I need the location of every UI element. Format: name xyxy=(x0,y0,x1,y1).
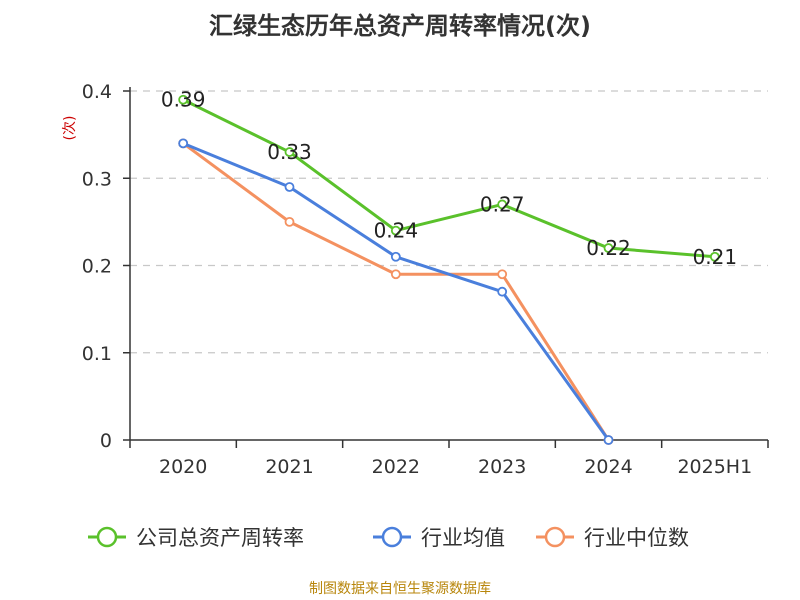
data-point xyxy=(603,435,614,445)
legend-item[interactable]: 行业中位数 xyxy=(536,526,689,550)
x-tick-label: 2023 xyxy=(478,456,526,478)
data-point xyxy=(284,147,295,157)
series-line xyxy=(182,141,610,441)
data-point xyxy=(390,225,401,236)
x-tick-labels: 2020 2021 2022 2023 2024 2025H1 xyxy=(159,456,752,478)
data-label: 0.39 xyxy=(161,88,206,112)
y-tick-label: 0 xyxy=(100,430,112,452)
source-note: 制图数据来自恒生聚源数据库 xyxy=(309,581,491,597)
data-point xyxy=(178,94,189,105)
legend[interactable]: 公司总资产周转率 行业均值 行业中位数 xyxy=(88,526,689,550)
data-point xyxy=(709,251,720,262)
legend-item[interactable]: 行业均值 xyxy=(373,526,505,550)
x-tick-label: 2022 xyxy=(372,456,420,478)
series-line xyxy=(182,98,715,259)
legend-label: 行业均值 xyxy=(421,526,505,550)
legend-item[interactable]: 公司总资产周转率 xyxy=(88,526,304,550)
data-point xyxy=(497,286,508,297)
data-point xyxy=(284,182,295,192)
series-lines xyxy=(178,94,720,445)
data-point xyxy=(178,138,189,149)
x-tick-label: 2024 xyxy=(584,456,632,478)
data-point xyxy=(284,216,295,227)
axes xyxy=(123,87,769,448)
y-tick-label: 0.1 xyxy=(82,343,112,365)
y-tick-label: 0.4 xyxy=(82,81,112,103)
data-point xyxy=(497,269,508,280)
data-label: 0.22 xyxy=(586,236,631,260)
data-point xyxy=(603,243,614,253)
data-labels: 0.39 0.33 0.24 0.27 0.22 0.21 xyxy=(161,88,737,269)
y-axis-label: (次) xyxy=(62,116,78,141)
series-line xyxy=(182,142,610,441)
data-point xyxy=(390,251,401,262)
x-tick-label: 2020 xyxy=(159,456,207,478)
grid-lines xyxy=(130,90,768,354)
legend-label: 行业中位数 xyxy=(584,526,689,550)
legend-marker xyxy=(381,526,403,548)
legend-marker xyxy=(544,526,566,548)
y-tick-labels: 0 0.1 0.2 0.3 0.4 xyxy=(82,81,112,452)
x-tick-label: 2021 xyxy=(265,456,313,478)
y-tick-label: 0.2 xyxy=(82,256,112,278)
legend-marker xyxy=(96,526,118,548)
chart-title: 汇绿生态历年总资产周转率情况(次) xyxy=(209,12,591,40)
legend-label: 公司总资产周转率 xyxy=(136,526,304,550)
data-point xyxy=(390,269,401,280)
data-label: 0.27 xyxy=(480,192,525,216)
x-tick-label: 2025H1 xyxy=(677,456,752,478)
data-label: 0.33 xyxy=(267,140,312,164)
data-label: 0.24 xyxy=(374,219,419,243)
data-label: 0.21 xyxy=(693,245,738,269)
data-point xyxy=(497,199,508,210)
y-tick-label: 0.3 xyxy=(82,168,112,190)
